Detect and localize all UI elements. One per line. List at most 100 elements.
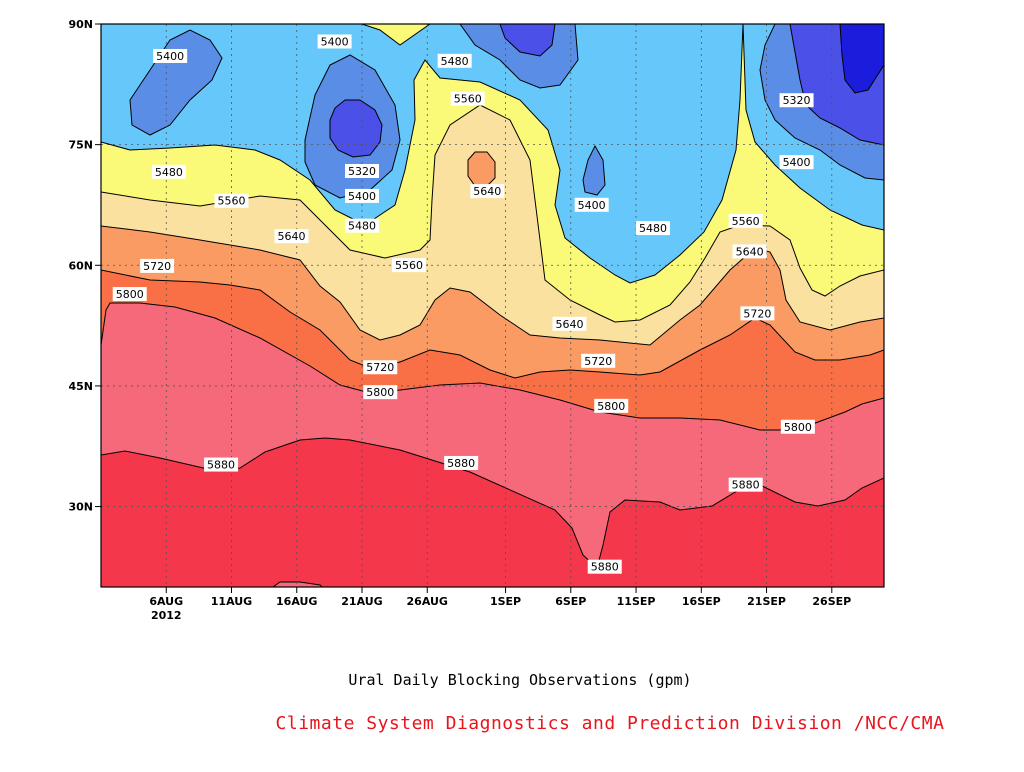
contour-label: 5480 — [636, 221, 671, 236]
fill-level-5320 — [130, 24, 884, 198]
contour-label-bg — [345, 218, 379, 233]
contour-label-bg — [274, 229, 309, 244]
contour-label-bg — [740, 306, 775, 321]
contour-line-5560 — [101, 104, 884, 323]
contour-label-text: 5720 — [366, 361, 394, 374]
contour-label-bg — [779, 155, 814, 170]
contour-label: 5800 — [363, 385, 398, 400]
contour-label: 5320 — [779, 93, 814, 108]
contour-label-text: 5640 — [736, 245, 764, 258]
contour-label-bg — [636, 221, 671, 236]
contour-label-bg — [728, 477, 763, 492]
contour-label: 5400 — [779, 155, 814, 170]
contour-label: 5640 — [274, 229, 309, 244]
contour-line-5720 — [101, 269, 884, 379]
contour-label: 5400 — [153, 48, 188, 63]
contour-label-text: 5400 — [348, 190, 376, 203]
contour-label: 5720 — [581, 353, 616, 368]
fill-level-5880-northpatch — [273, 582, 322, 587]
contour-label-bg — [204, 457, 239, 472]
contour-line-5480 — [101, 24, 744, 284]
contour-label-text: 5400 — [156, 50, 184, 63]
y-tick-label: 90N — [68, 18, 93, 31]
contour-label-text: 5560 — [732, 215, 760, 228]
contour-line-5640-patch — [467, 151, 496, 187]
contour-label: 5320 — [345, 163, 379, 178]
x-tick-label: 26SEP — [812, 595, 851, 608]
contour-label-text: 5880 — [591, 561, 619, 574]
contour-label: 5400 — [345, 188, 379, 203]
contour-labels: 5400 5400 5480 5560 5320 5400 5480 5640 5400 5480… — [112, 34, 815, 574]
contour-label-bg — [363, 360, 398, 375]
contour-label-text: 5480 — [348, 220, 376, 233]
contour-label: 5560 — [391, 258, 426, 273]
contour-label-bg — [151, 164, 186, 179]
y-tick-label: 75N — [68, 139, 93, 152]
contour-label-bg — [345, 188, 379, 203]
contour-label: 5720 — [740, 306, 775, 321]
contour-label-text: 5640 — [555, 318, 583, 331]
x-tick-label: 26AUG — [407, 595, 448, 608]
x-tick-label: 16AUG — [276, 595, 317, 608]
contour-line-5400-a — [129, 29, 223, 136]
contour-line-5640 — [101, 225, 884, 346]
x-tick-label: 21SEP — [747, 595, 786, 608]
contour-label: 5640 — [470, 184, 505, 199]
contour-label-bg — [317, 34, 352, 49]
y-tick-label: 60N — [68, 259, 93, 272]
contour-label-bg — [444, 455, 479, 470]
contour-label-text: 5320 — [783, 94, 811, 107]
contour-label: 5400 — [317, 34, 352, 49]
contour-label-bg — [732, 244, 767, 259]
contour-label: 5800 — [594, 398, 629, 413]
contour-label: 5480 — [437, 53, 472, 68]
x-tick-label: 11AUG — [211, 595, 252, 608]
contour-label-text: 5480 — [639, 222, 667, 235]
contour-line-5400-d — [582, 144, 606, 196]
contour-label-bg — [153, 48, 188, 63]
contour-label: 5800 — [112, 287, 147, 302]
contour-line-5400-b — [304, 54, 401, 199]
contour-label-text: 5320 — [348, 165, 376, 178]
contour-line-5320-c — [789, 24, 884, 146]
fill-level-5640-patch — [468, 152, 495, 186]
contour-lines — [101, 24, 884, 587]
contour-label-bg — [112, 287, 147, 302]
contour-label-text: 5640 — [278, 230, 306, 243]
contour-label-bg — [780, 419, 815, 434]
y-tick-label: 45N — [68, 380, 93, 393]
contour-label: 5880 — [728, 477, 763, 492]
contour-label-bg — [450, 91, 485, 106]
contour-line-5880-patch — [272, 581, 323, 587]
contour-label-text: 5800 — [366, 386, 394, 399]
contour-label-text: 5880 — [732, 479, 760, 492]
contour-label-text: 5400 — [783, 156, 811, 169]
x-tick-sublabel: 2012 — [151, 609, 182, 622]
contour-label-text: 5880 — [207, 459, 235, 472]
contour-label-text: 5560 — [218, 195, 246, 208]
contour-label: 5560 — [450, 91, 485, 106]
contour-label-text: 5480 — [441, 55, 469, 68]
contour-line-5240 — [839, 24, 884, 94]
chart-credit: Climate System Diagnostics and Predictio… — [275, 713, 945, 734]
contour-label-text: 5640 — [473, 185, 501, 198]
contour-label-bg — [391, 258, 426, 273]
contour-label-text: 5400 — [578, 199, 606, 212]
contour-label: 5720 — [140, 258, 175, 273]
contour-label-text: 5720 — [584, 355, 612, 368]
contour-line-5400-c — [459, 24, 579, 89]
contour-label-text: 5560 — [454, 93, 482, 106]
contour-label-bg — [437, 53, 472, 68]
contour-label-text: 5800 — [597, 400, 625, 413]
contour-label-text: 5720 — [743, 307, 771, 320]
contour-label-bg — [363, 385, 398, 400]
contour-label-bg — [587, 559, 622, 574]
contour-label: 5880 — [587, 559, 622, 574]
x-tick-label: 21AUG — [341, 595, 382, 608]
contour-label: 5880 — [204, 457, 239, 472]
contour-label-text: 5480 — [155, 166, 183, 179]
contour-label-text: 5720 — [143, 260, 171, 273]
contour-line-5400-e — [759, 24, 884, 181]
contour-label: 5480 — [345, 218, 379, 233]
